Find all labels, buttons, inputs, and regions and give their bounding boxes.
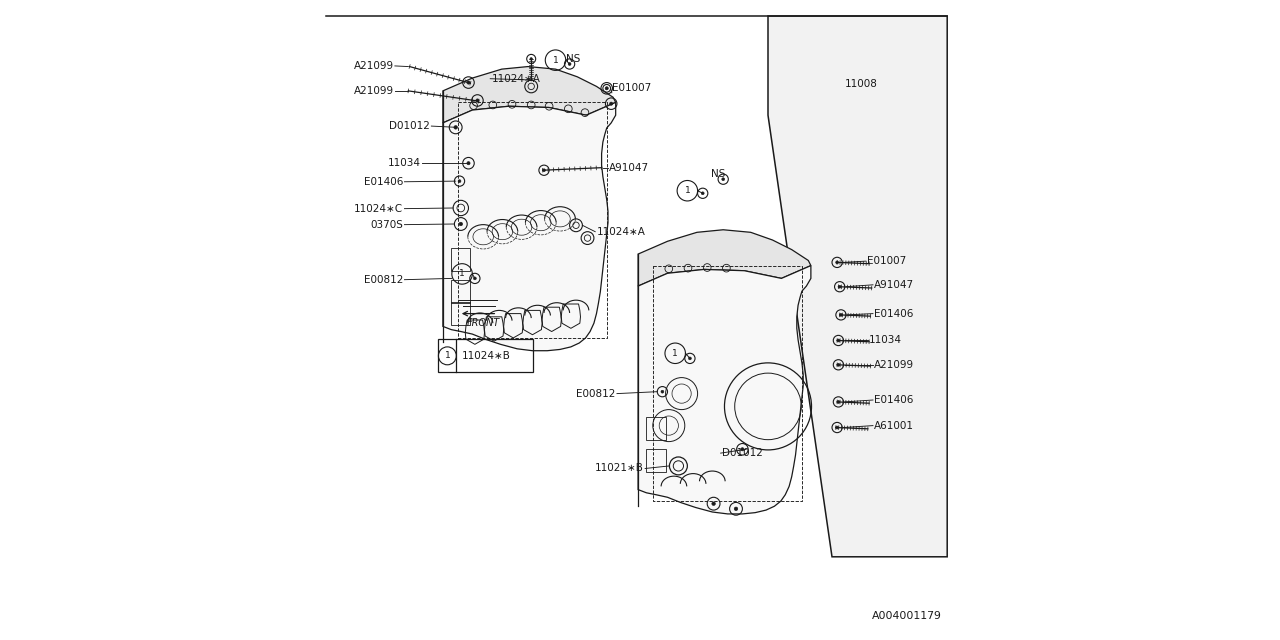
Text: FRONT: FRONT bbox=[467, 317, 499, 328]
Circle shape bbox=[836, 261, 838, 264]
Circle shape bbox=[474, 277, 476, 280]
Text: 1: 1 bbox=[685, 186, 690, 195]
Circle shape bbox=[837, 364, 840, 366]
Circle shape bbox=[568, 63, 571, 65]
Polygon shape bbox=[637, 266, 812, 514]
Circle shape bbox=[543, 169, 545, 172]
Text: 11024∗A: 11024∗A bbox=[596, 227, 645, 237]
Circle shape bbox=[605, 86, 608, 90]
Circle shape bbox=[467, 81, 470, 84]
Circle shape bbox=[458, 180, 461, 182]
Text: 11008: 11008 bbox=[845, 79, 878, 90]
Text: E01406: E01406 bbox=[364, 177, 403, 187]
Text: 11024∗C: 11024∗C bbox=[355, 204, 403, 214]
Text: 1: 1 bbox=[553, 56, 558, 65]
Text: D01012: D01012 bbox=[722, 448, 763, 458]
Circle shape bbox=[460, 222, 462, 226]
Circle shape bbox=[660, 390, 664, 393]
Text: 1: 1 bbox=[460, 269, 465, 278]
Text: E01406: E01406 bbox=[874, 308, 914, 319]
Text: NS: NS bbox=[712, 169, 726, 179]
Text: A21099: A21099 bbox=[353, 61, 394, 71]
Text: 11034: 11034 bbox=[388, 158, 421, 168]
Circle shape bbox=[741, 447, 744, 451]
Text: 11024∗A: 11024∗A bbox=[492, 74, 540, 84]
Text: A21099: A21099 bbox=[353, 86, 394, 96]
Text: NS: NS bbox=[566, 54, 580, 64]
Text: 1: 1 bbox=[444, 351, 451, 360]
Text: A21099: A21099 bbox=[874, 360, 914, 370]
Text: A91047: A91047 bbox=[609, 163, 649, 173]
Text: A004001179: A004001179 bbox=[872, 611, 942, 621]
Circle shape bbox=[609, 102, 613, 106]
Circle shape bbox=[712, 502, 716, 506]
Text: 11024∗B: 11024∗B bbox=[462, 351, 511, 361]
Polygon shape bbox=[443, 102, 616, 351]
Circle shape bbox=[840, 314, 842, 316]
Circle shape bbox=[476, 99, 479, 102]
Circle shape bbox=[837, 401, 840, 403]
Circle shape bbox=[530, 58, 532, 60]
Circle shape bbox=[454, 125, 457, 129]
Circle shape bbox=[689, 357, 691, 360]
Circle shape bbox=[836, 426, 838, 429]
Text: 1: 1 bbox=[672, 349, 678, 358]
Text: E01007: E01007 bbox=[612, 83, 652, 93]
Circle shape bbox=[722, 178, 724, 180]
Text: 11021∗B: 11021∗B bbox=[595, 463, 644, 474]
Circle shape bbox=[837, 339, 840, 342]
Text: E01406: E01406 bbox=[874, 395, 914, 405]
Text: 0370S: 0370S bbox=[370, 220, 403, 230]
Text: E00812: E00812 bbox=[576, 388, 616, 399]
Text: A61001: A61001 bbox=[874, 420, 914, 431]
Circle shape bbox=[735, 507, 737, 511]
Text: E01007: E01007 bbox=[868, 256, 906, 266]
Polygon shape bbox=[768, 16, 947, 557]
Text: A91047: A91047 bbox=[874, 280, 914, 290]
Text: E00812: E00812 bbox=[364, 275, 403, 285]
Circle shape bbox=[838, 285, 841, 288]
Text: 11034: 11034 bbox=[869, 335, 902, 346]
Circle shape bbox=[701, 192, 704, 195]
Text: D01012: D01012 bbox=[389, 121, 430, 131]
Polygon shape bbox=[637, 230, 812, 286]
Polygon shape bbox=[443, 67, 616, 123]
Circle shape bbox=[467, 161, 470, 165]
